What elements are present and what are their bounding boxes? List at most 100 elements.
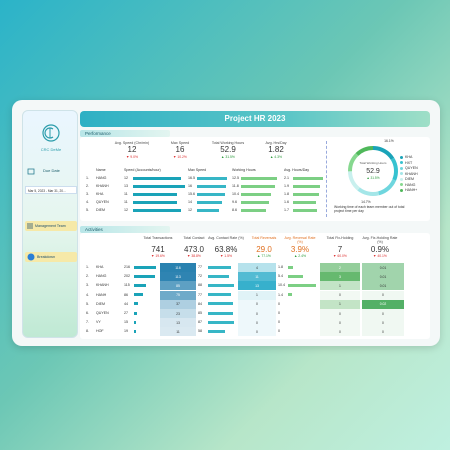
cell-value: 116: [175, 265, 181, 270]
cell-value: 11: [176, 329, 180, 334]
heat-cell: 85: [160, 281, 196, 291]
legend-label: QUYEN: [405, 166, 418, 170]
cell-value: 88: [198, 283, 202, 288]
page-title: Project HR 2023: [80, 111, 430, 127]
nav-label: Management Team: [35, 224, 66, 228]
heat-cell: 113: [160, 272, 196, 282]
heat-cell: 2: [320, 263, 360, 272]
cell-value: 0.02: [379, 302, 387, 307]
row-name: KHA: [96, 265, 104, 269]
date-range[interactable]: Mar 5, 2023 - Mar 31, 20...: [25, 186, 77, 194]
legend-item: HANG: [400, 183, 415, 187]
heat-cell: 0.01: [362, 281, 404, 291]
cell-value: 75: [176, 293, 180, 298]
heat-cell: 23: [160, 309, 196, 318]
donut-change: ▲ 31.5%: [366, 176, 379, 180]
bar: [134, 293, 143, 297]
cell-value: 1.4: [278, 292, 283, 297]
heat-cell: 0: [362, 327, 404, 337]
heat-cell: 0: [238, 299, 276, 309]
cell-value: 1.6: [284, 200, 289, 204]
cell-value: 77: [198, 265, 202, 269]
cell-value: 13: [124, 184, 128, 188]
bar: [208, 302, 233, 306]
cell-value: 0: [339, 311, 341, 316]
kpi-change: ▼ 19.6%: [151, 254, 165, 258]
heat-cell: 13: [238, 281, 276, 291]
heat-cell: 3: [320, 272, 360, 282]
due-date-label: Due Date: [43, 168, 60, 173]
row-number: 5.: [86, 208, 89, 212]
cell-value: 12: [124, 208, 128, 212]
nav-item[interactable]: Management Team: [25, 221, 77, 231]
bar: [134, 311, 137, 315]
kpi-label: Avg. Hrs/Day: [265, 141, 287, 145]
row-name: QUYEN: [96, 311, 109, 315]
performance-panel: Avg. Speed (Chr/min) 12 ▼ 9.0% Max Speed 16 ▼…: [80, 137, 430, 221]
legend-item: KHA: [400, 155, 412, 159]
cell-value: 0.01: [379, 274, 387, 279]
bar: [134, 265, 156, 269]
bar: [134, 329, 136, 333]
bar: [293, 192, 319, 196]
cell-value: 216: [124, 265, 130, 269]
kpi-label: Avg. Fix-Holding Rate (%): [362, 236, 398, 244]
legend-swatch: [400, 161, 403, 164]
cell-value: 0: [256, 329, 258, 334]
bar: [241, 176, 277, 180]
cell-value: 0: [339, 329, 341, 334]
kpi-label: Total Working Hours: [211, 141, 245, 145]
bar: [293, 200, 316, 204]
bar: [208, 283, 234, 287]
legend-swatch: [400, 188, 403, 192]
kpi-change: ▲ 2.4%: [293, 254, 307, 258]
row-number: 1.: [86, 176, 89, 180]
bar: [208, 311, 234, 315]
legend-item: DIEM: [400, 177, 414, 181]
cell-value: 0.01: [379, 283, 387, 288]
kpi-label: Avg. Contact Rate (%): [208, 236, 244, 240]
cell-value: 9.6: [232, 200, 237, 204]
donut-slice: [348, 171, 360, 191]
donut-caption: Working time of each team member out of …: [334, 205, 405, 213]
cell-value: 1.8: [284, 192, 289, 196]
cell-value: 1: [339, 283, 341, 288]
kpi-value: 741: [151, 245, 165, 254]
cell-value: 0: [339, 320, 341, 325]
column-header: Speed (Accounts/hour): [124, 168, 161, 172]
cell-value: 4: [256, 265, 258, 270]
logo-text: CRC DeMe: [40, 147, 62, 152]
kpi-value: 16: [175, 145, 185, 154]
heat-cell: 0.01: [362, 263, 404, 272]
kpi-change: ▼ 38.8%: [187, 254, 201, 258]
cell-value: 0.01: [379, 265, 387, 270]
column-header: Working Hours: [232, 168, 256, 172]
bar: [134, 283, 146, 287]
kpi-change: ▲ 4.3%: [269, 155, 283, 159]
bar: [197, 176, 227, 180]
cell-value: 1: [339, 302, 341, 307]
cell-value: 58: [198, 329, 202, 334]
row-number: 7.: [86, 320, 89, 325]
donut-slice: [357, 187, 380, 196]
row-name: QUYEN: [96, 200, 109, 204]
column-header: Max Speed: [188, 168, 207, 172]
row-number: 8.: [86, 329, 89, 334]
bar: [241, 184, 275, 188]
kpi-label: Total Contact: [183, 236, 205, 240]
slice-label: 16.1%: [384, 139, 394, 143]
bar: [208, 293, 231, 297]
cell-value: 1.8: [278, 265, 283, 269]
cell-value: 0: [278, 329, 280, 334]
cell-value: 16: [188, 184, 192, 188]
heat-cell: 0: [238, 309, 276, 318]
section-label: Performance: [80, 130, 170, 137]
cell-value: 15: [124, 320, 128, 325]
nav-item[interactable]: Breakdown: [25, 252, 77, 262]
row-number: 4.: [86, 200, 89, 204]
donut-value: 52.9: [366, 168, 380, 175]
section-label: Activities: [80, 226, 170, 233]
donut-slice: [390, 157, 398, 181]
cell-value: 2: [339, 265, 341, 270]
